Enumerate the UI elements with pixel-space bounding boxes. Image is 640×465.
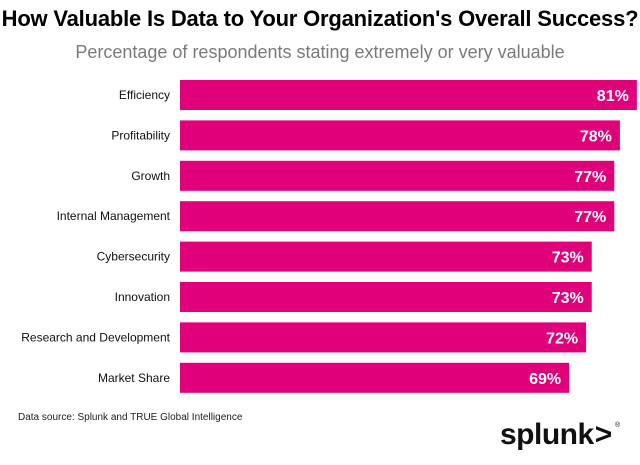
bar [180,362,570,393]
category-label: Cybersecurity [97,250,170,264]
category-label: Market Share [98,371,170,385]
category-label: Research and Development [21,330,170,344]
category-label: Profitability [111,128,170,142]
splunk-logo: splunk> ® [500,418,620,452]
chart-subtitle: Percentage of respondents stating extrem… [75,42,565,62]
chart-title: How Valuable Is Data to Your Organizatio… [1,6,639,31]
bar-value-label: 81% [597,88,629,105]
data-source-note: Data source: Splunk and TRUE Global Inte… [18,412,243,423]
bar [180,80,637,110]
bar [180,241,592,272]
bar-value-label: 69% [529,371,561,388]
bar [180,201,615,232]
logo-chevron-icon: > [594,418,613,451]
bar-value-label: 77% [574,169,606,186]
category-label: Innovation [115,290,170,304]
bar-value-label: 73% [552,250,584,267]
bar [180,282,592,312]
category-label: Internal Management [57,209,171,223]
category-label: Efficiency [119,88,170,102]
logo-registered-mark: ® [615,422,620,429]
bar-value-label: 77% [574,209,606,226]
bar [180,322,587,353]
bar [180,120,620,151]
category-label: Growth [131,169,170,183]
bar-value-label: 72% [546,330,578,347]
bar-value-label: 73% [552,290,584,307]
bar-value-label: 78% [580,128,612,145]
logo-text: splunk [500,418,594,451]
bar [180,160,615,191]
